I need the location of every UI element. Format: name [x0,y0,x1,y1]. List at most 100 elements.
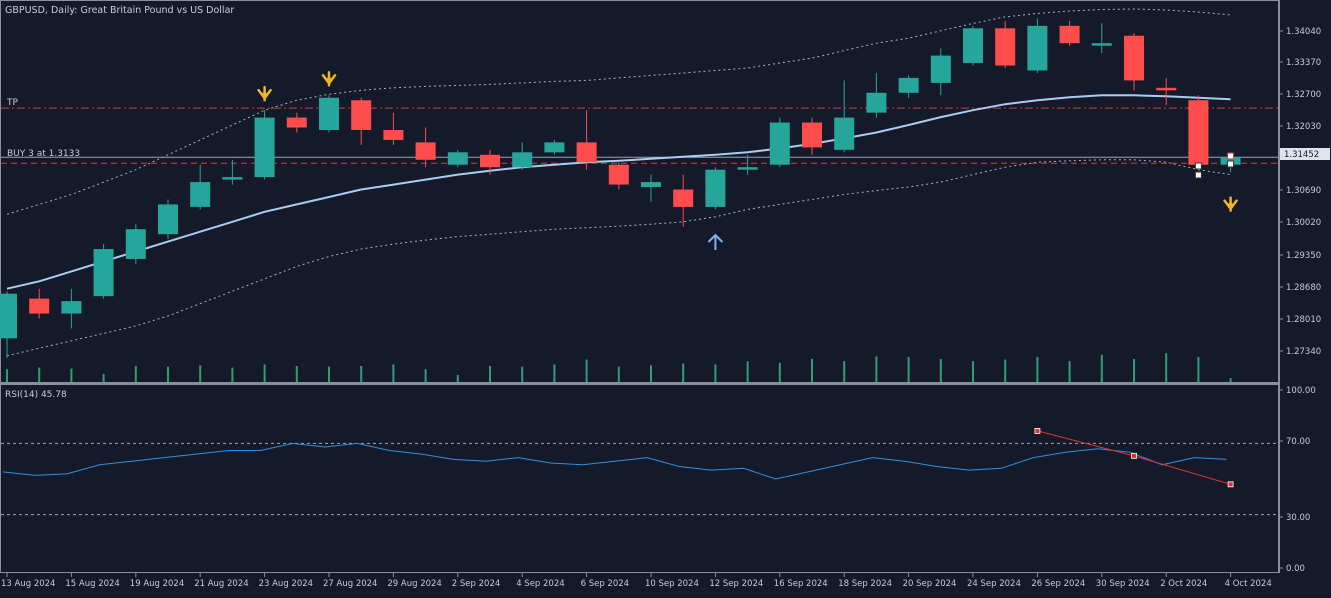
bull-candle[interactable] [190,164,211,210]
candle-body [158,204,178,235]
bull-candle[interactable] [769,117,790,168]
candle-body [415,142,436,160]
candle-body [125,229,146,259]
price-tick-label: 1.30690 [1286,186,1321,196]
volume-bars [6,353,1232,382]
bear-candle[interactable] [608,162,629,190]
upper-band-line [6,8,1231,215]
candle-body [1124,35,1144,81]
bull-candle[interactable] [512,142,533,170]
candle-body [319,97,339,130]
price-tick-label: 1.29350 [1286,251,1321,261]
candle-body [963,28,983,64]
trendline-anchor [1034,428,1041,434]
bull-candle[interactable] [222,159,243,185]
bear-candle[interactable] [1124,33,1144,91]
bull-candle[interactable] [898,75,919,98]
bull-candle[interactable] [866,72,887,118]
bull-candle[interactable] [254,110,275,180]
time-tick-label: 18 Sep 2024 [838,579,892,589]
bull-candle[interactable] [834,80,855,153]
bear-candle[interactable] [383,112,404,145]
bear-candle[interactable] [673,174,694,227]
current-price-label: 1.31452 [1284,150,1319,160]
time-tick-label: 30 Sep 2024 [1096,579,1150,589]
bull-candle[interactable] [447,149,468,168]
rsi-tick-label: 100.00 [1286,386,1316,396]
time-tick-label: 21 Aug 2024 [194,579,248,589]
bull-candle[interactable] [963,25,983,66]
bear-candle[interactable] [576,110,597,170]
bear-candle[interactable] [286,112,307,133]
candle-body [769,122,790,165]
candle-body [480,154,500,168]
trendline-anchor [1227,481,1234,488]
bull-candle[interactable] [1091,23,1112,54]
time-tick-label: 29 Aug 2024 [387,579,441,589]
candle-body [866,92,887,113]
time-tick-label: 4 Sep 2024 [516,579,564,589]
bear-candle[interactable] [1059,20,1080,46]
candle-body [1156,87,1177,91]
ma-line [6,94,1231,290]
moving-average [6,94,1231,290]
fractal-dot [262,91,267,97]
price-tick-label: 1.30020 [1286,218,1321,228]
time-tick-label: 20 Sep 2024 [903,579,957,589]
rsi-tick-label: 70.00 [1286,437,1310,447]
price-tick-label: 1.32700 [1286,90,1321,100]
bear-candle[interactable] [351,97,372,145]
bull-candle[interactable] [930,48,951,96]
bear-candle[interactable] [995,20,1016,68]
fractal-dot [1228,202,1233,207]
candle-body [93,249,114,297]
rsi-indicator [1,428,1278,516]
bull-candle[interactable] [641,174,661,202]
bull-candle[interactable] [737,154,758,175]
candle-body [1091,43,1112,46]
bull-candle[interactable] [93,244,114,299]
candle-body [447,152,468,165]
candlesticks[interactable] [0,18,1241,359]
bull-candle[interactable] [319,95,339,133]
candle-body [190,182,211,207]
price-axis[interactable]: 1.34040 1.33370 1.32700 1.32030 1.31452 1.306… [1279,27,1330,357]
bear-candle[interactable] [480,149,500,175]
fractal-dot [326,77,332,82]
bull-candle[interactable] [1027,18,1048,73]
time-axis[interactable]: 13 Aug 2024 15 Aug 2024 19 Aug 2024 21 Aug … [1,573,1272,589]
candle-body [383,130,404,140]
candle-body [673,189,694,207]
candle-body [995,28,1016,66]
bull-candle[interactable] [705,167,726,210]
bull-candle[interactable] [125,224,146,264]
tp-label: TP [6,98,18,108]
bull-candle[interactable] [544,139,565,155]
chart-markers [257,71,1238,250]
bear-candle[interactable] [29,288,50,319]
rsi-tick-label: 30.00 [1286,513,1310,523]
candle-body [512,152,533,168]
time-tick-label: 10 Sep 2024 [645,579,699,589]
order-label: BUY 3 at 1.3133 [7,149,80,159]
candle-body [898,77,919,93]
rsi-line [2,442,1227,480]
bear-candle[interactable] [802,117,822,155]
candle-body [0,293,17,339]
bear-candle[interactable] [415,127,436,168]
candle-body [1188,100,1209,165]
candle-body [351,100,372,130]
bear-candle[interactable] [1156,77,1177,106]
bull-candle[interactable] [61,288,82,329]
candle-body [544,142,565,153]
bull-candle[interactable] [158,199,178,240]
fractal-down-icon [1223,196,1238,212]
rsi-axis: 100.00 70.00 30.00 0.00 [1279,386,1316,574]
candle-body [61,301,82,314]
bear-candle[interactable] [1188,95,1209,170]
bull-candle[interactable] [0,291,17,359]
time-tick-label: 19 Aug 2024 [130,579,184,589]
candle-body [1059,25,1080,44]
